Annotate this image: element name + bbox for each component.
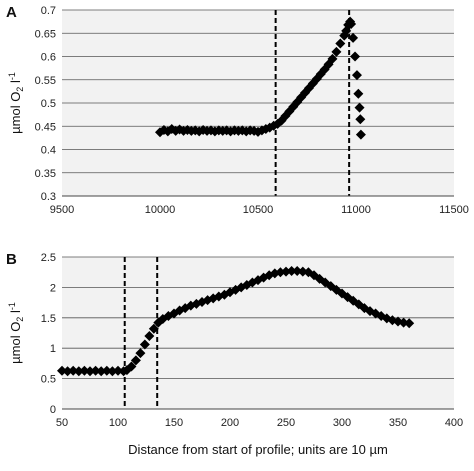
panel-a-x-tick-labels: 9500 10000 10500 11000 11500 (50, 204, 469, 216)
panel-b-data-point (404, 318, 415, 329)
panel-a-y-tick-label: 0.5 (41, 98, 56, 110)
panel-b-x-tick-label: 350 (389, 417, 407, 429)
panel-a-y-tick-label: 0.65 (35, 28, 56, 40)
panel-a-data-points (155, 16, 366, 140)
panel-a-y-tick-label: 0.55 (35, 75, 56, 87)
panel-b-chart: B 0 0.5 1 1.5 2 2.5 50 100 150 200 250 300 350 400 µ… (6, 251, 463, 457)
panel-b-y-tick-label: 0 (50, 404, 56, 416)
panel-b-y-tick-label: 2.5 (41, 252, 56, 264)
panel-b-x-tick-label: 400 (445, 417, 463, 429)
panel-b-y-tick-labels: 0 0.5 1 1.5 2 2.5 (41, 252, 56, 416)
panel-b-data-point (148, 323, 159, 334)
panel-b-y-tick-label: 1 (50, 343, 56, 355)
panel-a-data-point (346, 18, 357, 29)
panel-a-data-point (350, 51, 361, 62)
panel-b-label: B (6, 251, 17, 268)
panel-b-x-tick-label: 150 (165, 417, 183, 429)
panel-b-x-tick-label: 300 (333, 417, 351, 429)
panel-a-y-tick-label: 0.45 (35, 121, 56, 133)
panel-b-x-tick-label: 200 (221, 417, 239, 429)
panel-a-y-tick-label: 0.4 (41, 145, 56, 157)
panel-b-y-tick-label: 0.5 (41, 374, 56, 386)
panel-a-y-tick-label: 0.35 (35, 168, 56, 180)
panel-a-data-point (170, 125, 181, 136)
panel-a-x-tick-label: 11500 (439, 204, 469, 216)
panel-a-data-point (327, 53, 338, 64)
panel-b-data-point (130, 355, 141, 366)
panel-a-chart: A 0.3 0.35 0.4 0.45 0.5 0.55 0.6 0.65 0.7 9500 10… (6, 4, 469, 216)
panel-b-data-point (139, 339, 150, 350)
panel-a-x-tick-label: 9500 (50, 204, 74, 216)
panel-a-gridlines (62, 9, 454, 174)
panel-b-x-tick-labels: 50 100 150 200 250 300 350 400 (56, 417, 463, 429)
panel-a-x-tick-label: 11000 (341, 204, 371, 216)
panel-b-y-tick-label: 1.5 (41, 313, 56, 325)
panel-b-y-axis-label: µmol O2 l-1 (7, 302, 25, 364)
panel-b-x-tick-label: 50 (56, 417, 68, 429)
panel-b-y-tick-label: 2 (50, 282, 56, 294)
panel-b-data-point (286, 265, 297, 276)
panel-a-x-tick-label: 10500 (243, 204, 274, 216)
panel-a-data-point (335, 38, 346, 49)
panel-a-x-tick-label: 10000 (145, 204, 176, 216)
panel-a-label: A (6, 4, 17, 21)
panel-a-dashed-markers (274, 10, 351, 196)
panel-b-data-point (135, 348, 146, 359)
panel-a-data-point (355, 129, 366, 140)
panel-a-y-axis-label: µmol O2 l-1 (7, 72, 25, 134)
panel-a-y-tick-labels: 0.3 0.35 0.4 0.45 0.5 0.55 0.6 0.65 0.7 (35, 5, 56, 203)
panel-a-data-point (353, 88, 364, 99)
panel-a-data-point (351, 70, 362, 81)
panel-a-data-point (354, 102, 365, 113)
panel-a-y-tick-label: 0.7 (41, 5, 56, 17)
panel-a-y-tick-label: 0.6 (41, 52, 56, 64)
panel-b-data-points (57, 265, 415, 377)
panel-a-data-point (348, 32, 359, 43)
panel-a-data-point (355, 114, 366, 125)
panel-b-x-axis-label: Distance from start of profile; units ar… (128, 442, 388, 457)
panel-b-dashed-markers (123, 257, 159, 409)
panel-b-data-point (144, 331, 155, 342)
panel-b-data-point (121, 365, 132, 376)
panel-b-data-point (126, 361, 137, 372)
panel-b-x-tick-label: 100 (109, 417, 127, 429)
panel-a-data-point (331, 46, 342, 57)
panel-a-y-tick-label: 0.3 (41, 191, 56, 203)
panel-b-x-tick-label: 250 (277, 417, 295, 429)
